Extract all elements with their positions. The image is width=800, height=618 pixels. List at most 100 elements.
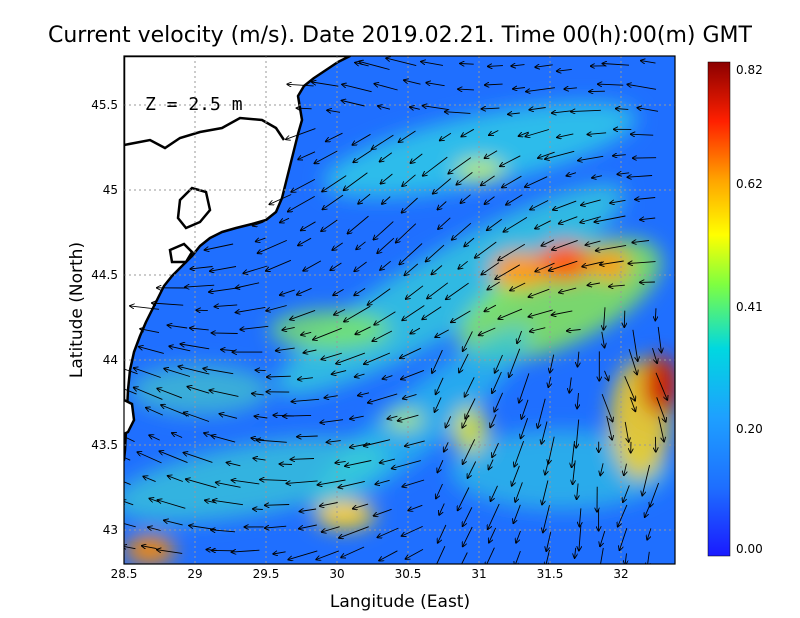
velocity-arrow [324, 396, 338, 398]
velocity-arrow [552, 239, 578, 249]
velocity-arrow [374, 84, 398, 91]
velocity-arrow [495, 354, 503, 373]
velocity-arrow [479, 327, 496, 335]
colorbar-tick-label: 0.82 [736, 63, 763, 77]
velocity-arrow [488, 503, 500, 529]
velocity-arrow [168, 325, 188, 328]
velocity-arrow [124, 456, 131, 461]
velocity-arrow [448, 157, 472, 174]
velocity-arrow [541, 421, 548, 444]
velocity-arrow [332, 370, 347, 375]
velocity-arrow [498, 308, 523, 319]
velocity-arrow [588, 283, 600, 285]
velocity-arrow [571, 110, 601, 111]
velocity-arrow [358, 193, 371, 204]
velocity-arrow [460, 194, 471, 203]
velocity-arrow [436, 377, 444, 395]
velocity-arrow [164, 369, 191, 377]
velocity-arrow [578, 155, 604, 160]
velocity-arrow [600, 260, 624, 265]
velocity-arrow [553, 200, 577, 210]
velocity-arrow [426, 83, 445, 87]
velocity-arrow [377, 237, 395, 253]
velocity-arrow [380, 152, 393, 162]
velocity-arrow [423, 156, 448, 176]
velocity-arrow [288, 196, 315, 211]
velocity-arrow [642, 464, 651, 496]
velocity-arrow [216, 482, 241, 488]
velocity-arrow [364, 439, 391, 446]
velocity-arrow [353, 149, 372, 162]
land-mass [124, 56, 352, 462]
velocity-arrow [647, 528, 652, 539]
velocity-arrow [580, 216, 601, 223]
velocity-arrow [345, 460, 372, 467]
velocity-arrow [359, 61, 390, 70]
speed-field [124, 102, 675, 564]
velocity-arrow [280, 217, 290, 222]
velocity-arrow [140, 329, 160, 334]
velocity-arrow [601, 393, 613, 421]
velocity-arrow [300, 509, 317, 512]
velocity-arrow [490, 414, 497, 428]
velocity-arrow [625, 553, 626, 564]
velocity-arrow [602, 64, 630, 66]
velocity-arrow [600, 547, 604, 564]
velocity-arrow [515, 482, 523, 502]
velocity-arrow [600, 530, 606, 546]
velocity-arrow [487, 218, 502, 230]
velocity-arrow [240, 325, 269, 329]
velocity-arrow [410, 107, 420, 109]
velocity-arrow [335, 461, 346, 463]
y-tick-label: 44 [103, 353, 118, 367]
velocity-arrow [616, 109, 629, 110]
colorbar-tick-label: 0.20 [736, 422, 763, 436]
velocity-arrow [382, 196, 391, 204]
velocity-arrow [236, 282, 260, 288]
velocity-arrow [485, 150, 498, 159]
velocity-arrow [320, 419, 344, 423]
velocity-arrow [267, 376, 291, 377]
velocity-arrow [465, 377, 475, 397]
velocity-arrow [600, 463, 603, 475]
velocity-arrow [487, 281, 500, 290]
velocity-arrow [438, 524, 447, 543]
velocity-arrow [464, 237, 475, 246]
velocity-arrow [152, 303, 184, 305]
velocity-arrow [579, 525, 581, 550]
velocity-arrow [459, 353, 469, 373]
velocity-arrow [631, 134, 654, 135]
velocity-arrow [124, 523, 136, 528]
velocity-arrow [312, 82, 339, 87]
velocity-arrow [354, 288, 366, 295]
velocity-arrow [336, 352, 366, 364]
velocity-arrow [327, 110, 341, 112]
velocity-arrow [637, 108, 659, 112]
velocity-arrow [506, 194, 523, 205]
velocity-arrow [446, 416, 452, 427]
velocity-arrow [509, 348, 521, 377]
velocity-arrow [604, 307, 606, 330]
velocity-arrow [402, 525, 423, 536]
velocity-arrow [521, 418, 529, 438]
velocity-arrow [456, 172, 473, 184]
velocity-arrow [398, 414, 419, 421]
velocity-arrow [436, 483, 443, 499]
velocity-arrow [148, 527, 161, 530]
velocity-arrow [529, 309, 553, 317]
velocity-arrow [383, 376, 393, 379]
colorbar-tick-label: 0.41 [736, 300, 763, 314]
velocity-arrow [541, 239, 555, 246]
velocity-arrow [543, 505, 550, 532]
velocity-arrow [149, 435, 160, 441]
velocity-arrow [124, 501, 134, 506]
velocity-arrow [212, 333, 238, 334]
velocity-arrow [578, 351, 579, 367]
velocity-arrow [492, 371, 502, 393]
velocity-arrow [484, 304, 497, 311]
velocity-arrow [260, 480, 287, 481]
velocity-arrow [283, 415, 312, 416]
velocity-arrow [402, 197, 418, 213]
velocity-arrow [438, 217, 451, 229]
velocity-arrow [422, 306, 442, 320]
